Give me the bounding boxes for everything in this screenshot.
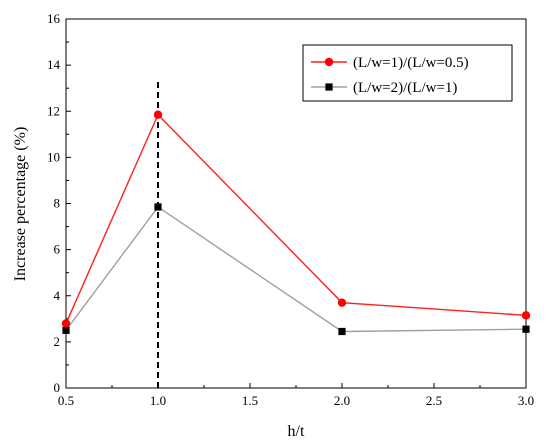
series-line [65, 206, 527, 333]
x-tick-label: 2.0 [334, 393, 350, 408]
x-tick-label: 1.5 [242, 393, 258, 408]
legend-label: (L/w=1)/(L/w=0.5) [353, 55, 469, 71]
legend: (L/w=1)/(L/w=0.5) (L/w=2)/(L/w=1) [302, 44, 513, 102]
data-point-circle [521, 311, 531, 320]
data-point-square [62, 326, 70, 334]
data-point-circle [337, 298, 347, 307]
y-axis-label: Increase percentage (%) [12, 127, 29, 282]
y-tick-label: 4 [54, 288, 61, 303]
data-point-circle [61, 319, 71, 328]
series-line [65, 113, 527, 324]
x-tick-label: 0.5 [58, 393, 74, 408]
x-axis-label: h/t [288, 423, 305, 440]
y-tick-label: 10 [47, 149, 60, 164]
data-point-square [154, 203, 162, 211]
x-tick-label: 2.5 [426, 393, 442, 408]
y-tick-label: 16 [47, 11, 61, 26]
y-tick-label: 14 [47, 57, 61, 72]
data-point-square [522, 325, 530, 333]
y-tick-label: 2 [54, 334, 61, 349]
data-point-square [338, 327, 346, 336]
y-tick-label: 8 [54, 196, 61, 211]
legend-box [302, 44, 513, 102]
y-tick-label: 12 [47, 103, 60, 118]
data-point-circle [153, 110, 163, 119]
x-tick-label: 3.0 [518, 393, 534, 408]
legend-label: (L/w=2)/(L/w=1) [353, 80, 457, 96]
legend-marker-circle [324, 57, 334, 67]
y-tick-label: 6 [54, 242, 61, 257]
legend-marker-square [325, 83, 333, 91]
x-tick-label: 1.0 [150, 393, 166, 408]
y-tick-label: 0 [54, 380, 61, 395]
